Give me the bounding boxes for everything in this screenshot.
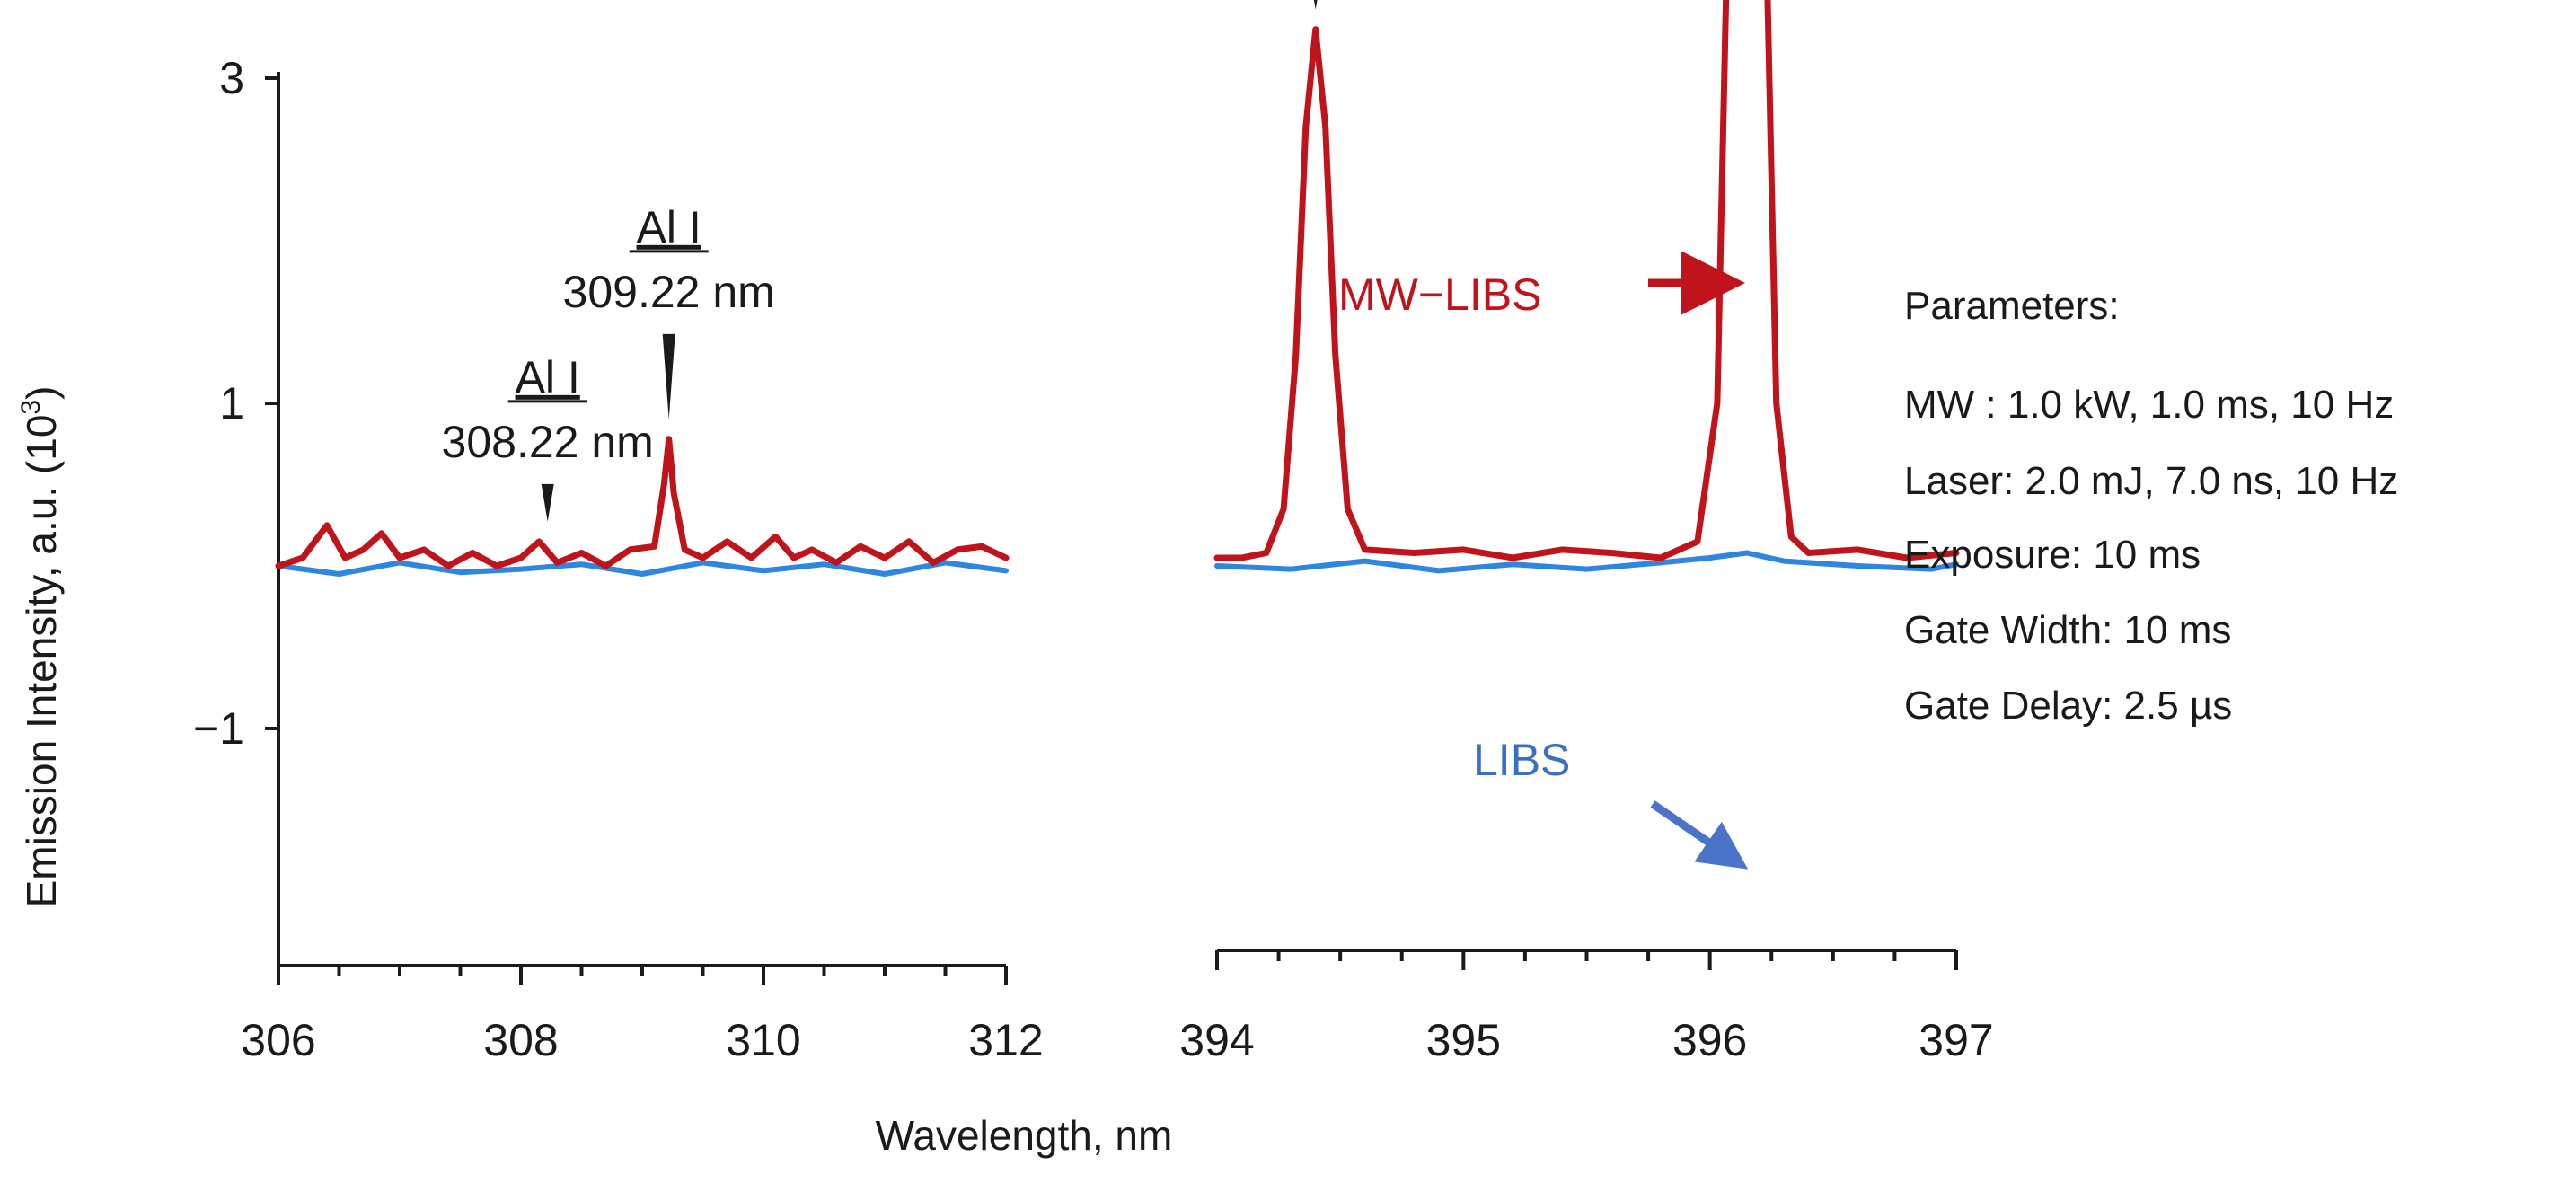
peak-marker	[1313, 0, 1318, 10]
x-tick-label: 397	[1919, 1015, 1993, 1065]
parameter-line: Exposure: 10 ms	[1904, 533, 2201, 577]
y-tick-label: 3	[219, 53, 244, 103]
parameter-line: Laser: 2.0 mJ, 7.0 ns, 10 Hz	[1904, 459, 2398, 503]
peak-marker	[541, 483, 554, 522]
peak-wavelength-label: 309.22 nm	[563, 267, 775, 317]
x-axis-title: Wavelength, nm	[876, 1112, 1173, 1159]
x-tick-label: 306	[241, 1015, 315, 1065]
series-line-mw-libs-left-panel	[275, 436, 1010, 569]
y-tick-label: −1	[193, 703, 244, 754]
x-tick-group: 306 308 310 312 394 395 396 397	[241, 950, 1994, 1065]
y-tick-label: 1	[219, 378, 244, 428]
mw-libs-label: MW−LIBS	[1338, 269, 1541, 320]
x-tick-label: 312	[968, 1015, 1043, 1065]
peak-marker	[662, 333, 675, 419]
peak-element-label: Al I	[516, 352, 580, 402]
x-tick-label: 396	[1672, 1015, 1747, 1065]
parameter-line: Gate Width: 10 ms	[1904, 608, 2231, 652]
peak-wavelength-label: 308.22 nm	[442, 417, 654, 467]
y-tick-group: 97531−1	[193, 53, 278, 754]
parameters-title: Parameters:	[1904, 284, 2120, 328]
series-line-libs-left-panel	[276, 560, 1009, 577]
series-line-mw-libs-right-panel	[1213, 0, 1960, 561]
x-tick-label: 394	[1179, 1015, 1254, 1065]
parameter-line: Gate Delay: 2.5 µs	[1904, 684, 2232, 728]
parameters-block: Parameters: MW : 1.0 kW, 1.0 ms, 10 Hz L…	[1904, 284, 2398, 728]
x-tick-label: 308	[483, 1015, 558, 1065]
x-tick-label: 395	[1426, 1015, 1501, 1065]
peak-element-label: Al I	[637, 202, 701, 252]
libs-label: LIBS	[1473, 735, 1570, 785]
axes-group	[277, 72, 1956, 967]
y-axis-title: Emission Intensity, a.u. (103)	[16, 386, 65, 908]
series-line-libs-right-panel	[1214, 550, 1959, 574]
series-group	[275, 0, 1960, 577]
parameter-line: MW : 1.0 kW, 1.0 ms, 10 Hz	[1904, 383, 2394, 427]
y-axis-title-superscript: 3	[16, 400, 46, 415]
libs-arrow	[1650, 800, 1749, 870]
x-tick-label: 310	[726, 1015, 800, 1065]
